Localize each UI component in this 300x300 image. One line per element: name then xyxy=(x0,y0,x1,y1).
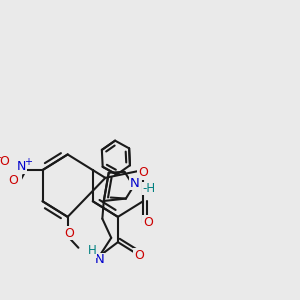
Text: O: O xyxy=(138,166,148,179)
Text: -H: -H xyxy=(142,182,155,195)
Text: +: + xyxy=(24,157,32,167)
Text: O: O xyxy=(134,249,144,262)
Text: H: H xyxy=(88,244,97,257)
Text: N: N xyxy=(94,253,104,266)
Text: -: - xyxy=(0,152,2,162)
Text: N: N xyxy=(17,160,26,173)
Text: N: N xyxy=(130,177,139,190)
Text: O: O xyxy=(64,227,74,240)
Text: O: O xyxy=(8,174,18,187)
Text: O: O xyxy=(0,155,9,168)
Text: O: O xyxy=(143,216,153,229)
